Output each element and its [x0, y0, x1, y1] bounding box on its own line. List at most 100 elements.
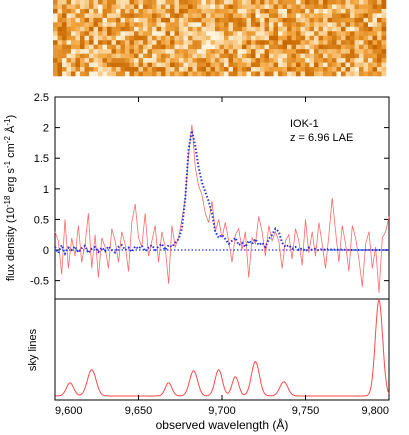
heatmap-cell: [201, 13, 207, 19]
heatmap-cell: [93, 8, 99, 14]
heatmap-cell: [93, 31, 99, 37]
heatmap-cell: [201, 8, 207, 14]
heatmap-cell: [192, 17, 198, 23]
heatmap-cell: [192, 26, 198, 32]
heatmap-cell: [125, 0, 130, 5]
heatmap-cell: [89, 22, 94, 28]
heatmap-cell: [102, 53, 108, 59]
heatmap-cell: [327, 40, 333, 46]
heatmap-cell: [287, 8, 292, 14]
heatmap-cell: [129, 8, 135, 14]
heatmap-cell: [345, 22, 351, 28]
heatmap-cell: [228, 17, 234, 23]
heatmap-cell: [89, 62, 94, 68]
heatmap-cell: [174, 40, 180, 46]
x-tick-label: 9,600: [55, 405, 83, 417]
heatmap-cell: [165, 4, 171, 10]
heatmap-cell: [143, 71, 148, 77]
heatmap-cell: [75, 58, 81, 63]
heatmap-cell: [179, 67, 184, 72]
heatmap-cell: [206, 13, 211, 19]
heatmap-cell: [80, 58, 85, 63]
heatmap-cell: [219, 53, 225, 59]
heatmap-cell: [111, 58, 117, 63]
heatmap-cell: [192, 40, 198, 46]
heatmap-cell: [336, 31, 342, 37]
heatmap-cell: [57, 35, 63, 41]
heatmap-cell: [273, 8, 279, 14]
heatmap-cell: [345, 44, 351, 50]
heatmap-cell: [224, 17, 229, 23]
heatmap-cell: [260, 4, 265, 10]
heatmap-cell: [350, 53, 355, 59]
heatmap-cell: [174, 49, 180, 54]
heatmap-cell: [161, 58, 166, 63]
heatmap-cell: [224, 35, 229, 41]
heatmap-cell: [53, 22, 58, 28]
heatmap-cell: [246, 44, 252, 50]
heatmap-cell: [233, 67, 238, 72]
heatmap-cell: [224, 8, 229, 14]
heatmap-cell: [62, 67, 67, 72]
heatmap-cell: [174, 0, 180, 5]
heatmap-cell: [354, 4, 360, 10]
heatmap-cell: [269, 53, 274, 59]
heatmap-cell: [332, 13, 337, 19]
heatmap-cell: [102, 8, 108, 14]
heatmap-cell: [165, 62, 171, 68]
heatmap-cell: [62, 71, 67, 77]
heatmap-cell: [269, 17, 274, 23]
heatmap-cell: [192, 53, 198, 59]
heatmap-cell: [161, 17, 166, 23]
heatmap-cell: [350, 49, 355, 54]
heatmap-cell: [260, 67, 265, 72]
heatmap-cell: [57, 71, 63, 77]
heatmap-cell: [62, 17, 67, 23]
heatmap-cell: [359, 40, 364, 46]
heatmap-cell: [309, 44, 315, 50]
heatmap-cell: [363, 0, 369, 5]
heatmap-cell: [170, 13, 175, 19]
heatmap-cell: [233, 4, 238, 10]
heatmap-cell: [327, 13, 333, 19]
heatmap-cell: [246, 4, 252, 10]
heatmap-cell: [215, 71, 220, 77]
heatmap-cell: [246, 49, 252, 54]
heatmap-cell: [354, 17, 360, 23]
heatmap-cell: [53, 44, 58, 50]
heatmap-cell: [102, 62, 108, 68]
heatmap-cell: [318, 53, 324, 59]
heatmap-cell: [120, 58, 126, 63]
heatmap-cell: [300, 67, 306, 72]
heatmap-cell: [278, 13, 283, 19]
heatmap-cell: [309, 8, 315, 14]
heatmap-cell: [93, 62, 99, 68]
heatmap-cell: [147, 26, 153, 32]
heatmap-cell: [89, 49, 94, 54]
heatmap-cell: [350, 13, 355, 19]
heatmap-cell: [345, 4, 351, 10]
heatmap-cell: [314, 8, 319, 14]
heatmap-cell: [282, 13, 288, 19]
heatmap-cell: [143, 49, 148, 54]
heatmap-cell: [228, 62, 234, 68]
heatmap-cell: [161, 71, 166, 77]
heatmap-cell: [219, 58, 225, 63]
heatmap-cell: [260, 13, 265, 19]
heatmap-cell: [62, 40, 67, 46]
heatmap-cell: [251, 40, 256, 46]
heatmap-cell: [111, 13, 117, 19]
heatmap-cell: [242, 8, 247, 14]
heatmap-cell: [282, 26, 288, 32]
y-tick-label: 2.5: [34, 92, 49, 104]
heatmap-cell: [381, 49, 387, 54]
heatmap-cell: [102, 31, 108, 37]
heatmap-cell: [53, 13, 58, 19]
heatmap-cell: [309, 67, 315, 72]
sky-y-axis-label: sky lines: [27, 328, 39, 371]
heatmap-cell: [129, 53, 135, 59]
heatmap-cell: [341, 8, 346, 14]
heatmap-cell: [201, 40, 207, 46]
heatmap-cell: [71, 58, 76, 63]
heatmap-cell: [102, 17, 108, 23]
